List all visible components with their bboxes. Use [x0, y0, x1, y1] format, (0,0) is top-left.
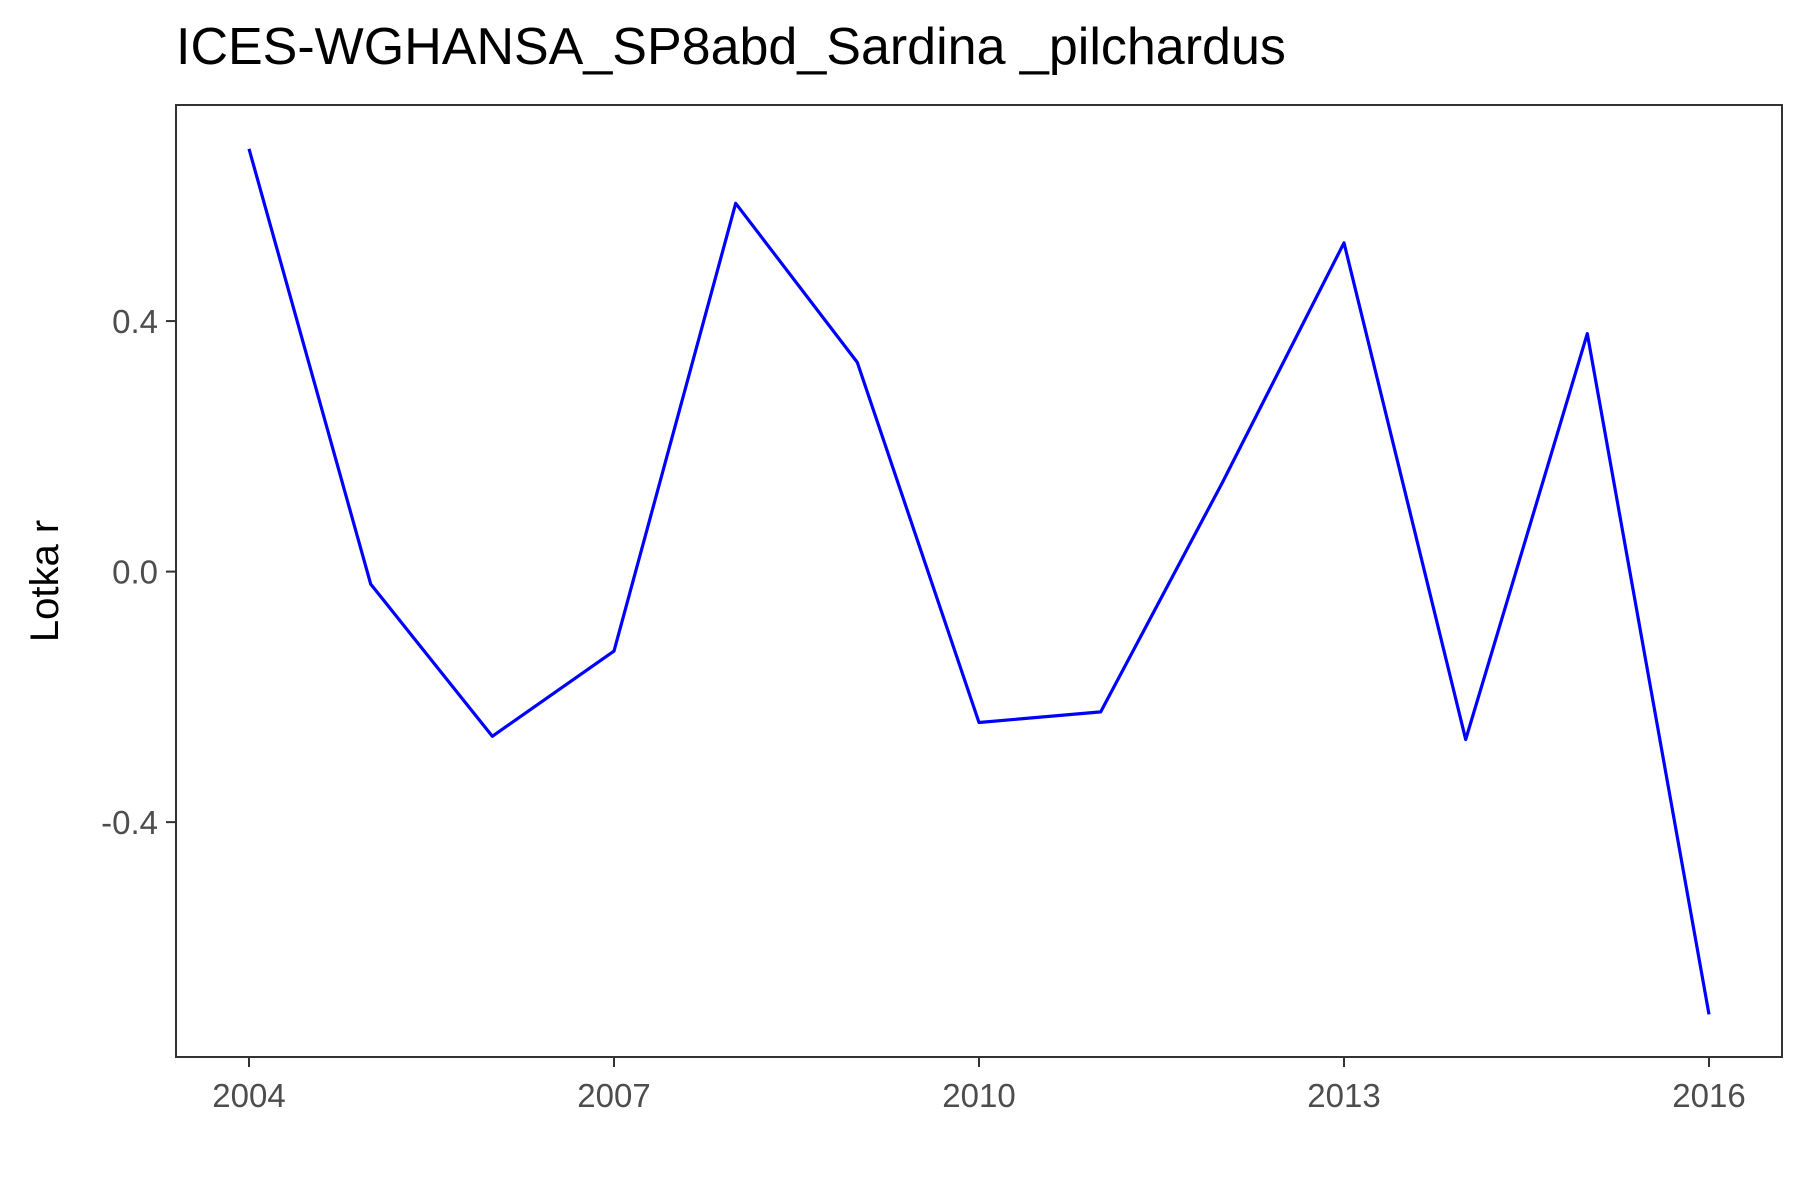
y-axis-title: Lotka r [23, 520, 67, 642]
y-tick-label: 0.0 [112, 554, 158, 591]
chart-title: ICES-WGHANSA_SP8abd_Sardina _pilchardus [176, 18, 1286, 76]
x-tick-label: 2013 [1307, 1077, 1380, 1114]
x-tick-label: 2010 [942, 1077, 1015, 1114]
x-axis: 2004 2007 2010 2013 2016 [212, 1057, 1746, 1114]
y-axis: -0.4 0.0 0.4 [101, 303, 176, 841]
x-tick-label: 2007 [577, 1077, 650, 1114]
x-tick-label: 2004 [212, 1077, 285, 1114]
series-line [247, 148, 1711, 1015]
y-tick-label: 0.4 [112, 303, 158, 340]
series-layer [247, 148, 1711, 1015]
plot-panel [175, 104, 1783, 1058]
x-tick-label: 2016 [1672, 1077, 1745, 1114]
y-tick-label: -0.4 [101, 804, 158, 841]
